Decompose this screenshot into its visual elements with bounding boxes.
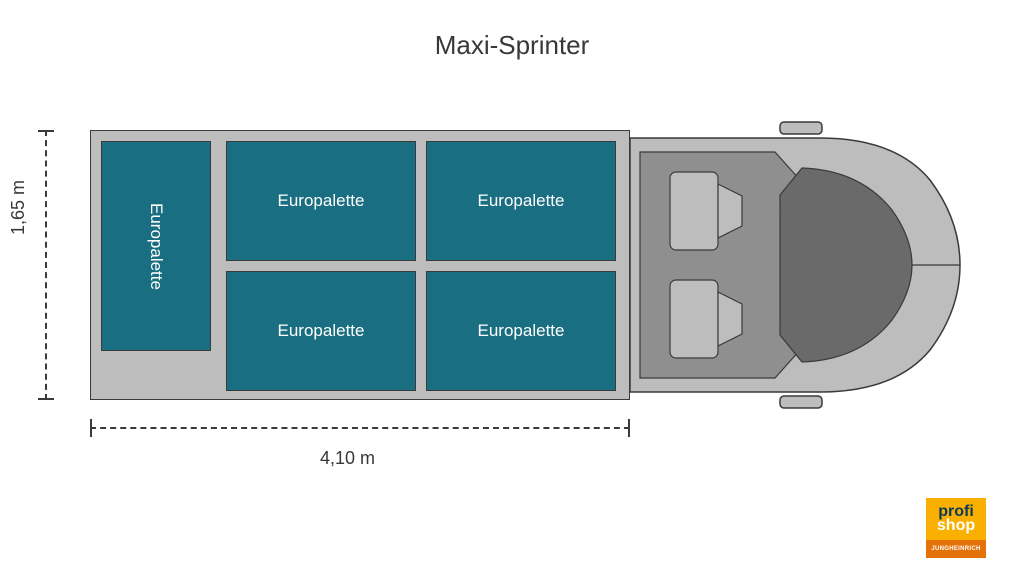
pallet-4: Europalette	[426, 271, 616, 391]
width-dimension	[30, 130, 60, 400]
pallet-label: Europalette	[146, 203, 166, 290]
length-dimension-label: 4,10 m	[320, 448, 375, 469]
pallet-3: Europalette	[226, 271, 416, 391]
width-dimension-label: 1,65 m	[8, 180, 29, 235]
pallet-label: Europalette	[478, 321, 565, 341]
van-diagram: Europalette Europalette Europalette Europal…	[65, 130, 965, 400]
cargo-area: Europalette Europalette Europalette Europal…	[90, 130, 630, 400]
pallet-0: Europalette	[101, 141, 211, 351]
cabin	[630, 120, 965, 410]
logo-sub: JUNGHEINRICH	[926, 540, 986, 558]
mirror-top-icon	[780, 122, 822, 134]
pallet-1: Europalette	[226, 141, 416, 261]
pallet-label: Europalette	[278, 321, 365, 341]
diagram-title: Maxi-Sprinter	[0, 30, 1024, 61]
pallet-2: Europalette	[426, 141, 616, 261]
brand-logo: profi shop JUNGHEINRICH	[926, 498, 986, 558]
logo-line2: shop	[937, 518, 975, 534]
pallet-label: Europalette	[478, 191, 565, 211]
pallet-label: Europalette	[278, 191, 365, 211]
length-dimension	[90, 415, 630, 445]
mirror-bottom-icon	[780, 396, 822, 408]
